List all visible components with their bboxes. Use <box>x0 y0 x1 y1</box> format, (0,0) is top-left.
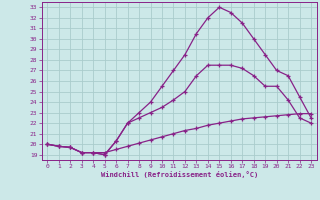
X-axis label: Windchill (Refroidissement éolien,°C): Windchill (Refroidissement éolien,°C) <box>100 171 258 178</box>
